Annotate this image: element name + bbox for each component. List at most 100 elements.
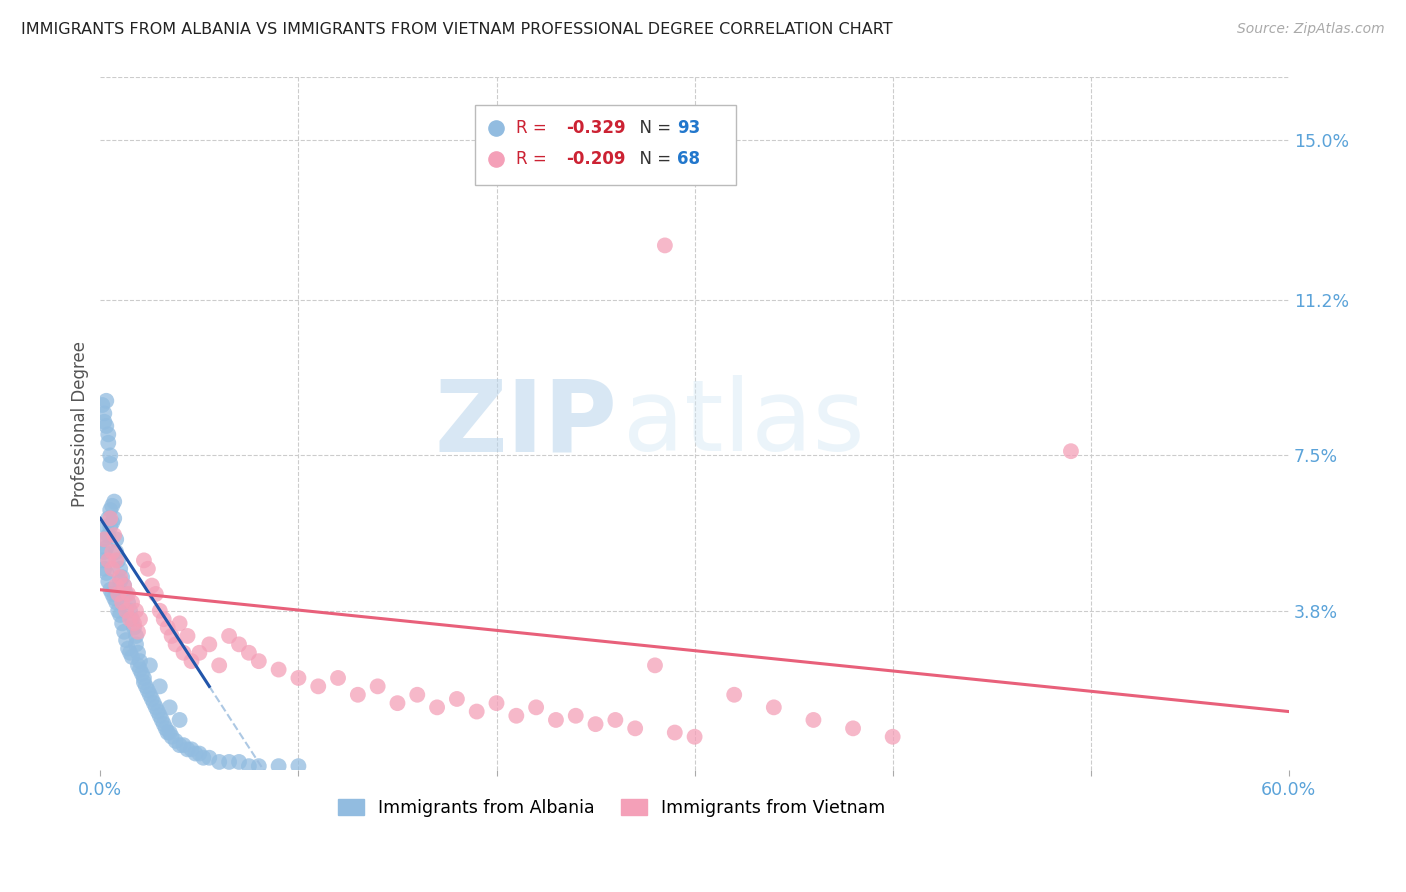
Point xyxy=(129,654,152,668)
Point xyxy=(287,759,309,773)
Point xyxy=(198,750,221,764)
Point xyxy=(98,520,121,534)
Point xyxy=(108,570,131,584)
Point xyxy=(169,738,191,752)
Point xyxy=(169,616,191,631)
Point xyxy=(605,713,627,727)
Point xyxy=(132,675,155,690)
Point xyxy=(131,666,153,681)
Point xyxy=(326,671,349,685)
Point xyxy=(152,717,174,731)
Point xyxy=(107,553,129,567)
Point xyxy=(564,708,586,723)
Point xyxy=(165,734,187,748)
Point xyxy=(176,742,198,756)
Point xyxy=(165,637,187,651)
Point xyxy=(117,595,139,609)
Point xyxy=(155,722,177,736)
Point xyxy=(105,545,128,559)
Point xyxy=(117,587,139,601)
Point xyxy=(654,238,676,252)
Text: N =: N = xyxy=(630,150,676,168)
Point xyxy=(762,700,785,714)
Point xyxy=(127,658,149,673)
Point xyxy=(149,708,172,723)
Point xyxy=(98,582,121,597)
Point xyxy=(184,747,207,761)
Point xyxy=(97,511,120,525)
Point xyxy=(136,562,159,576)
Y-axis label: Professional Degree: Professional Degree xyxy=(72,341,89,507)
Point xyxy=(96,520,118,534)
Point xyxy=(127,624,149,639)
Point xyxy=(125,637,148,651)
Text: IMMIGRANTS FROM ALBANIA VS IMMIGRANTS FROM VIETNAM PROFESSIONAL DEGREE CORRELATI: IMMIGRANTS FROM ALBANIA VS IMMIGRANTS FR… xyxy=(21,22,893,37)
Point xyxy=(101,499,124,513)
Point xyxy=(149,679,172,693)
Point xyxy=(105,553,128,567)
Point xyxy=(238,759,260,773)
Point xyxy=(208,755,231,769)
Point xyxy=(485,696,508,710)
Text: N =: N = xyxy=(630,119,676,137)
Point xyxy=(406,688,429,702)
Point xyxy=(97,528,120,542)
Point xyxy=(132,671,155,685)
Point xyxy=(149,604,172,618)
Text: 93: 93 xyxy=(676,119,700,137)
Point xyxy=(141,692,163,706)
Point xyxy=(524,700,547,714)
Point xyxy=(152,612,174,626)
Point xyxy=(218,629,240,643)
Point xyxy=(96,541,118,555)
Point xyxy=(159,725,181,739)
Point xyxy=(387,696,409,710)
Point xyxy=(98,511,121,525)
Point xyxy=(193,750,215,764)
Point xyxy=(842,722,865,736)
Point xyxy=(103,511,125,525)
Point xyxy=(97,427,120,442)
Point xyxy=(644,658,666,673)
Point xyxy=(139,688,162,702)
Point xyxy=(173,738,195,752)
Point xyxy=(101,562,124,576)
Point xyxy=(105,578,128,592)
Point xyxy=(125,629,148,643)
Point xyxy=(112,624,135,639)
Point xyxy=(120,604,142,618)
Point xyxy=(103,494,125,508)
Point xyxy=(1060,444,1083,458)
Point xyxy=(93,415,115,429)
Point xyxy=(108,607,131,622)
Point xyxy=(142,696,165,710)
Text: R =: R = xyxy=(516,150,553,168)
FancyBboxPatch shape xyxy=(475,105,737,185)
Point xyxy=(803,713,825,727)
Point xyxy=(108,562,131,576)
Point xyxy=(93,533,115,547)
Point xyxy=(505,708,527,723)
Point xyxy=(93,533,115,547)
Point xyxy=(347,688,370,702)
Point xyxy=(267,759,290,773)
Point xyxy=(664,725,686,739)
Point xyxy=(238,646,260,660)
Point xyxy=(98,503,121,517)
Point xyxy=(287,671,309,685)
Point xyxy=(129,663,152,677)
Point xyxy=(176,629,198,643)
Point xyxy=(112,578,135,592)
Point xyxy=(156,725,179,739)
Point xyxy=(173,646,195,660)
Point xyxy=(146,705,169,719)
Point xyxy=(683,730,706,744)
Point xyxy=(122,616,145,631)
Point xyxy=(117,641,139,656)
Point xyxy=(107,587,129,601)
Point xyxy=(882,730,904,744)
Point xyxy=(141,578,163,592)
Point xyxy=(139,658,162,673)
Point xyxy=(121,650,143,665)
Point xyxy=(108,574,131,589)
